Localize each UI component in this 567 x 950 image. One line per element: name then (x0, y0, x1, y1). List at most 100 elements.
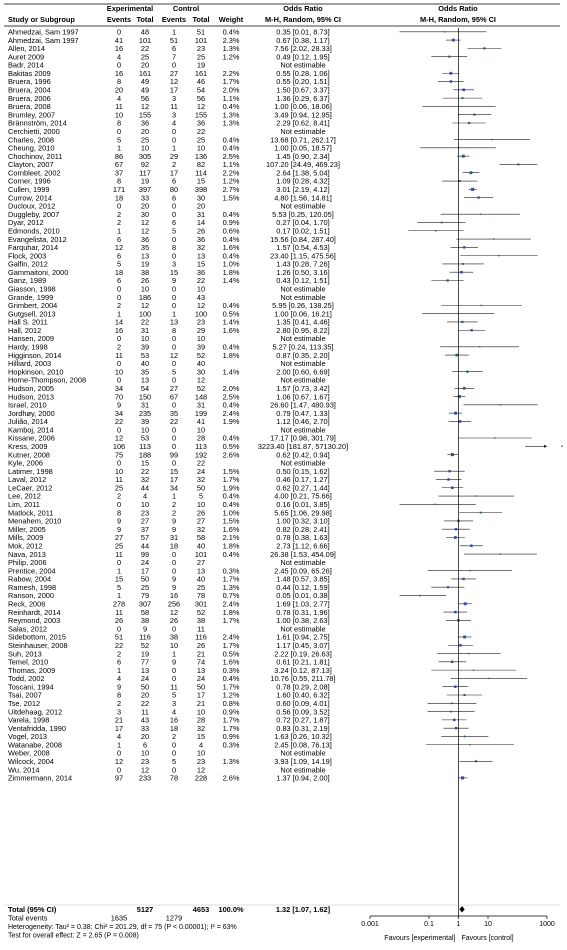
control-events: 12 (170, 351, 178, 360)
total-weight: 100.0% (218, 905, 243, 914)
control-total: 199 (195, 409, 207, 418)
odds-ratio-ci: 26.60 [1.47, 480.93] (270, 401, 336, 410)
odds-ratio-ci: 0.46 [0.17, 1.27] (276, 475, 329, 484)
experimental-events: 6 (117, 251, 121, 260)
experimental-total: 22 (141, 318, 149, 327)
study-name: Grimbert, 2004 (8, 301, 57, 310)
point-estimate (454, 411, 457, 415)
control-events: 22 (170, 417, 178, 426)
point-estimate (462, 262, 465, 265)
experimental-events: 0 (117, 359, 121, 368)
weight-value: 1.8% (223, 541, 240, 550)
table-row: Watanabe, 2008 1 6 0 4 0.3% 2.45 [0.08, 76.13] (8, 740, 332, 749)
table-row: Higginson, 2014 11 53 12 52 1.8% 0.87 [0.35, 2… (8, 351, 330, 360)
control-events: 15 (170, 467, 178, 476)
odds-ratio-ci: Not estimable (280, 359, 325, 368)
table-row: Wilcock, 2004 12 23 5 23 1.3% 3.93 [1.09, 14.1… (8, 757, 332, 766)
control-total: 52 (197, 384, 205, 393)
control-total: 12 (197, 376, 205, 385)
weight-value: 1.3% (223, 44, 240, 53)
odds-ratio-ci: 0.44 [0.12, 1.59] (276, 583, 329, 592)
table-row: Bakitas 2009 16 161 27 161 2.2% 0.55 [0.28, 1.… (8, 69, 330, 78)
study-name: Steinhauser, 2008 (8, 641, 68, 650)
experimental-total: 23 (141, 757, 149, 766)
experimental-total: 48 (141, 28, 149, 37)
weight-value: 2.5% (223, 392, 240, 401)
control-total: 22 (197, 276, 205, 285)
control-events: 3 (172, 260, 176, 269)
control-total: 32 (197, 525, 205, 534)
point-estimate (483, 47, 486, 50)
weight-value: 0.4% (223, 135, 240, 144)
control-total: 23 (197, 757, 205, 766)
control-total: 30 (197, 367, 205, 376)
control-total: 78 (197, 591, 205, 600)
experimental-events: 0 (117, 61, 121, 70)
control-total: 41 (197, 417, 205, 426)
study-name: Ranson, 2000 (8, 591, 54, 600)
odds-ratio-ci: 0.62 [0.27, 1.44] (276, 483, 329, 492)
control-total: 24 (197, 674, 205, 683)
experimental-total: 39 (141, 343, 149, 352)
odds-ratio-ci: 0.17 [0.02, 1.51] (276, 226, 329, 235)
weight-value: 0.4% (223, 210, 240, 219)
control-events: 0 (172, 740, 176, 749)
experimental-events: 0 (117, 749, 121, 758)
odds-ratio-ci: 0.82 [0.28, 2.41] (276, 525, 329, 534)
table-row: Steinhauser, 2008 22 52 10 26 1.7% 1.17 [0.45,… (8, 641, 330, 650)
experimental-events: 5 (117, 260, 121, 269)
study-name: Reinhardt, 2014 (8, 608, 61, 617)
control-events: 78 (170, 774, 178, 783)
table-row: Varela, 1998 21 43 16 28 1.7% 0.72 [0.27, 1.87… (8, 716, 330, 725)
experimental-total: 40 (141, 359, 149, 368)
study-name: Flock, 2003 (8, 251, 46, 260)
odds-ratio-ci: 2.22 [0.19, 26.63] (274, 649, 332, 658)
experimental-events: 25 (115, 483, 123, 492)
table-row: Wu, 2014 0 12 0 12 Not estimable (8, 765, 326, 774)
experimental-events: 106 (113, 442, 125, 451)
table-row: Temel, 2010 6 77 9 74 1.6% 0.61 [0.21, 1.81] (8, 658, 330, 667)
experimental-total: 77 (141, 658, 149, 667)
table-row: Chochinov, 2011 86 305 29 136 2.5% 1.45 [0.90,… (8, 152, 330, 161)
experimental-events: 12 (115, 434, 123, 443)
table-row: Mills, 2009 27 57 31 58 2.1% 0.78 [0.38, 1.63] (8, 533, 330, 542)
experimental-total: 49 (141, 77, 149, 86)
table-row: Jordhøy, 2000 34 235 35 199 2.4% 0.79 [0.47, 1… (8, 409, 330, 418)
control-total: 31 (197, 210, 205, 219)
table-row: LeCaer, 2012 25 44 34 50 1.9% 0.62 [0.27, 1.44… (8, 483, 330, 492)
experimental-total: 57 (141, 533, 149, 542)
study-name: Bruera, 2006 (8, 94, 51, 103)
odds-ratio-ci: Not estimable (280, 624, 325, 633)
experimental-total: 397 (139, 185, 151, 194)
control-total: 36 (197, 268, 205, 277)
experimental-events: 10 (115, 110, 123, 119)
odds-ratio-ci: 0.78 [0.38, 1.63] (276, 533, 329, 542)
table-row: Matlock, 2011 8 23 2 26 1.0% 5.65 [1.06, 29.98… (8, 508, 332, 517)
study-name: Edmonds, 2010 (8, 226, 60, 235)
experimental-events: 2 (117, 492, 121, 501)
experimental-events: 0 (117, 28, 121, 37)
weight-value: 1.7% (223, 575, 240, 584)
weight-value: 0.8% (223, 699, 240, 708)
control-events: 0 (172, 135, 176, 144)
x-axis: 0.001 0.1 1 10 1000 Favours [experimental] Fav… (361, 915, 555, 942)
experimental-events: 1 (117, 566, 121, 575)
control-events: 35 (170, 409, 178, 418)
table-row: Badr, 2014 0 20 0 19 Not estimable (8, 61, 326, 70)
odds-ratio-ci: 7.56 [2.02, 28.33] (274, 44, 332, 53)
control-events: 0 (172, 127, 176, 136)
control-events: 3 (172, 94, 176, 103)
table-row: Lim, 2011 0 10 2 10 0.4% 0.16 [0.01, 3.85] (8, 500, 330, 509)
control-total: 4 (199, 740, 203, 749)
odds-ratio-ci: Not estimable (280, 202, 325, 211)
point-estimate (488, 677, 490, 680)
control-events: 7 (172, 52, 176, 61)
point-estimate (440, 221, 443, 224)
experimental-events: 34 (115, 384, 123, 393)
control-total: 161 (195, 69, 207, 78)
experimental-events: 1 (117, 144, 121, 153)
experimental-events: 6 (117, 276, 121, 285)
control-events: 6 (172, 193, 176, 202)
experimental-total: 186 (139, 293, 151, 302)
point-estimate (499, 404, 502, 406)
